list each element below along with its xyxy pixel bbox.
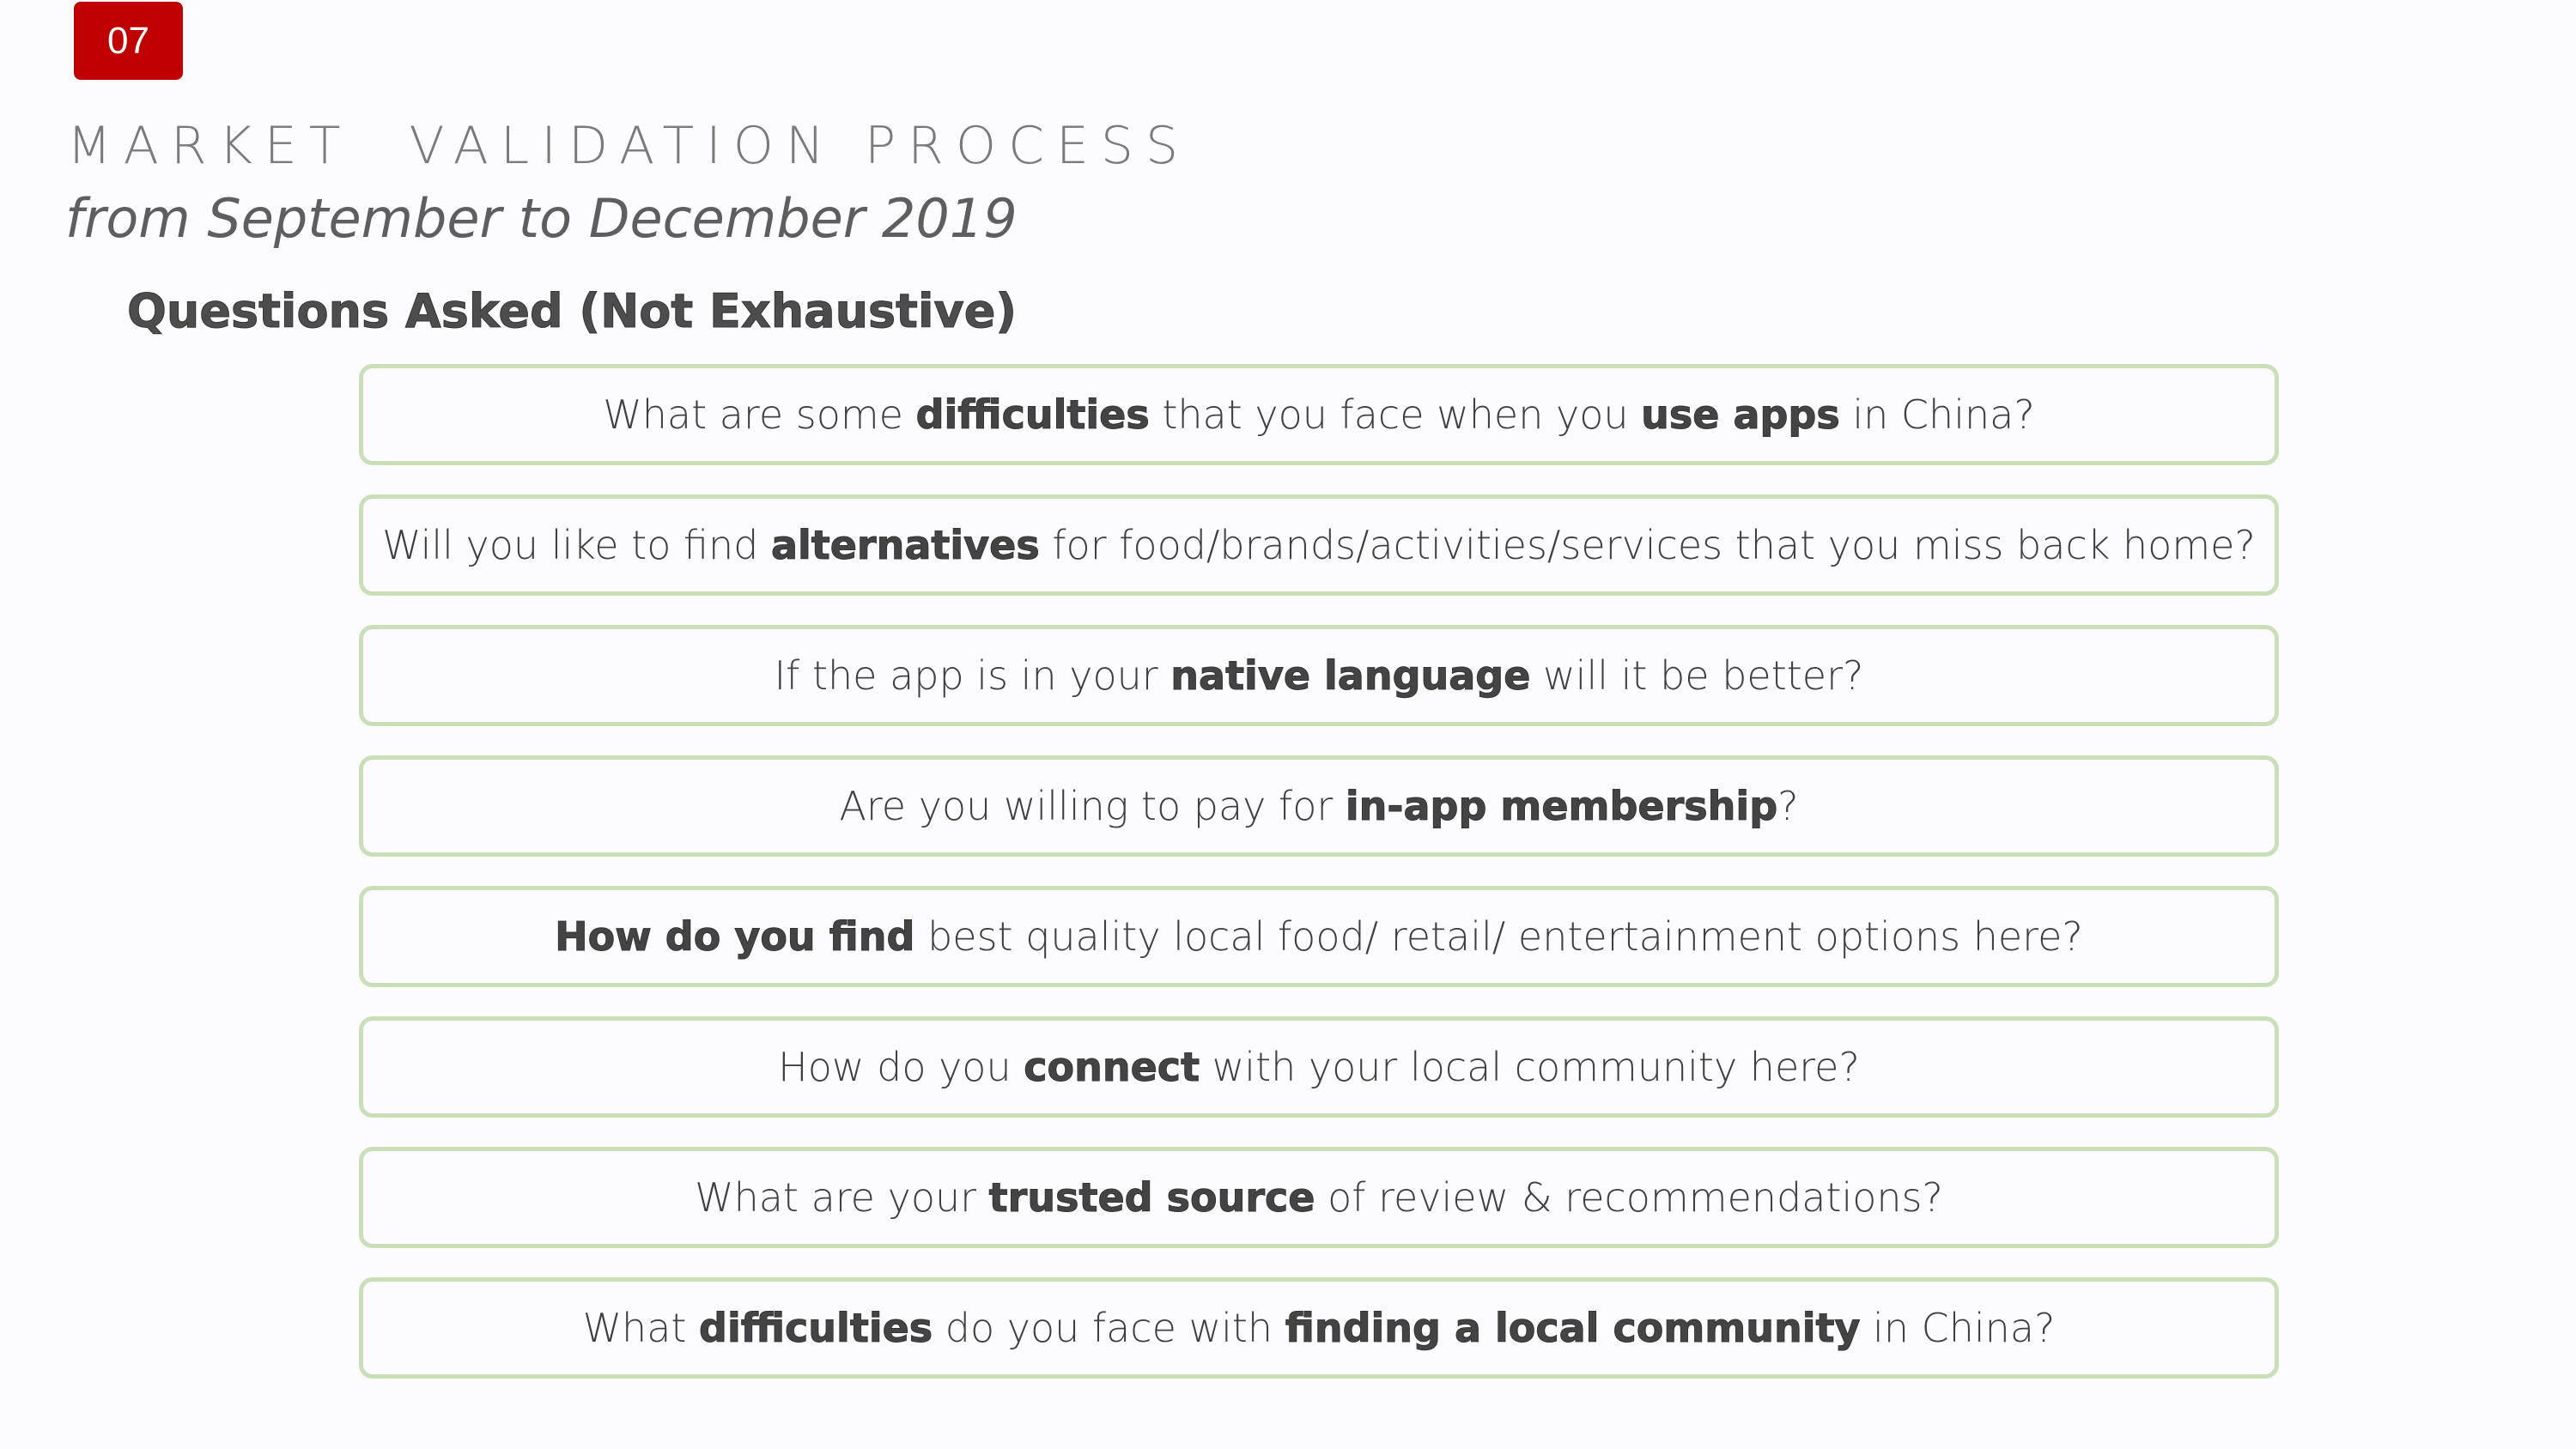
question-text: with your local community here? — [1200, 1044, 1860, 1090]
question-box: How do you connect with your local commu… — [359, 1016, 2279, 1118]
questions-list: What are some difficulties that you face… — [359, 364, 2279, 1408]
question-keyword: use apps — [1641, 391, 1841, 439]
question-box: How do you find best quality local food/… — [359, 886, 2279, 987]
question-box: Will you like to find alternatives for f… — [359, 494, 2279, 596]
question-text: of review & recommendations? — [1315, 1174, 1943, 1221]
question-text: What are your — [695, 1174, 989, 1221]
question-text: in China? — [1860, 1305, 2056, 1351]
question-box: What are some difficulties that you face… — [359, 364, 2279, 465]
question-keyword: trusted source — [988, 1174, 1315, 1222]
page-title: MARKET VALIDATION PROCESS — [67, 116, 1191, 176]
question-text: do you face with — [933, 1305, 1285, 1351]
question-box: Are you willing to pay for in-app member… — [359, 755, 2279, 857]
question-text: Will you like to find — [382, 522, 771, 568]
question-keyword: native language — [1170, 652, 1531, 700]
section-heading: Questions Asked (Not Exhaustive) — [127, 284, 1018, 339]
question-keyword: in-app membership — [1345, 783, 1778, 830]
question-keyword: How do you find — [555, 913, 915, 961]
page-number-badge: 07 — [74, 2, 183, 80]
question-text: How do you — [778, 1044, 1024, 1090]
question-text: will it be better? — [1530, 652, 1864, 699]
question-text: that you face when you — [1149, 391, 1642, 438]
question-keyword: finding a local community — [1285, 1305, 1861, 1352]
question-text: What — [582, 1305, 700, 1351]
question-text: in China? — [1839, 391, 2035, 438]
question-keyword: connect — [1024, 1044, 1200, 1091]
question-box: What difficulties do you face with findi… — [359, 1277, 2279, 1379]
question-box: If the app is in your native language wi… — [359, 625, 2279, 726]
question-keyword: alternatives — [770, 522, 1040, 569]
question-keyword: difficulties — [915, 391, 1150, 439]
question-keyword: difficulties — [699, 1305, 933, 1352]
question-text: for food/brands/activities/services that… — [1039, 522, 2256, 568]
question-text: What are some — [603, 391, 916, 438]
question-text: ? — [1777, 783, 1799, 829]
question-text: best quality local food/ retail/ enterta… — [914, 913, 2083, 960]
question-box: What are your trusted source of review &… — [359, 1147, 2279, 1248]
question-text: If the app is in your — [774, 652, 1171, 699]
page-subtitle: from September to December 2019 — [65, 187, 1018, 250]
question-text: Are you willing to pay for — [839, 783, 1346, 829]
